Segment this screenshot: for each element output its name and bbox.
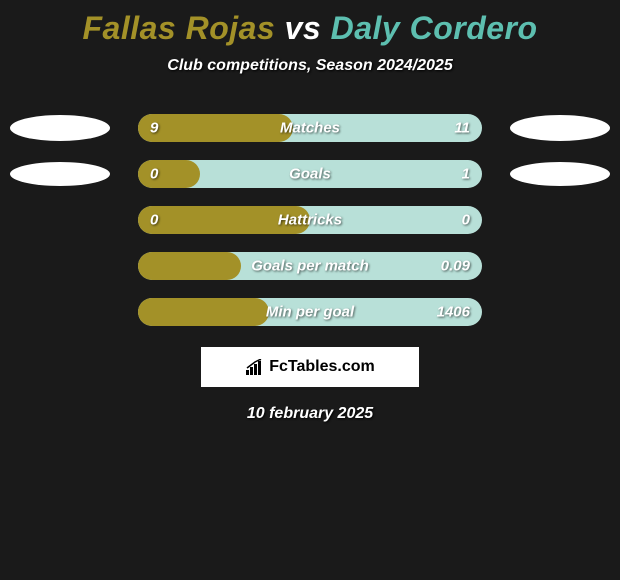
- comparison-title: Fallas Rojas vs Daly Cordero: [0, 0, 620, 47]
- player1-avatar: [10, 115, 110, 141]
- stat-value-right: 0: [462, 212, 470, 229]
- stat-bar: Min per goal 1406: [138, 298, 482, 326]
- stat-bar-fill: [138, 160, 200, 188]
- stat-label: Hattricks: [278, 212, 342, 229]
- stat-bar: Goals per match 0.09: [138, 252, 482, 280]
- player2-name: Daly Cordero: [331, 10, 538, 46]
- stat-value-left: 9: [150, 120, 158, 137]
- stat-bar: 0 Goals 1: [138, 160, 482, 188]
- stat-label: Min per goal: [266, 304, 354, 321]
- stat-value-left: 0: [150, 166, 158, 183]
- date-text: 10 february 2025: [0, 405, 620, 423]
- stat-row: Min per goal 1406: [0, 289, 620, 335]
- player2-avatar: [510, 162, 610, 186]
- stat-bar-fill: [138, 252, 241, 280]
- comparison-chart: 9 Matches 11 0 Goals 1 0 Hattricks 0 Goals per ma…: [0, 105, 620, 335]
- brand-box: FcTables.com: [201, 347, 419, 387]
- stat-value-left: 0: [150, 212, 158, 229]
- stat-label: Goals: [289, 166, 331, 183]
- stat-row: 0 Hattricks 0: [0, 197, 620, 243]
- brand-text: FcTables.com: [269, 358, 375, 376]
- vs-text: vs: [285, 10, 322, 46]
- stat-row: 9 Matches 11: [0, 105, 620, 151]
- player1-name: Fallas Rojas: [82, 10, 275, 46]
- stat-bar: 9 Matches 11: [138, 114, 482, 142]
- season-subtitle: Club competitions, Season 2024/2025: [0, 57, 620, 75]
- player2-avatar: [510, 115, 610, 141]
- stat-value-right: 0.09: [441, 258, 470, 275]
- stat-bar-fill: [138, 298, 269, 326]
- stat-value-right: 1406: [437, 304, 470, 321]
- player1-avatar: [10, 162, 110, 186]
- stat-label: Matches: [280, 120, 340, 137]
- stat-row: 0 Goals 1: [0, 151, 620, 197]
- stat-value-right: 11: [454, 120, 470, 137]
- stat-bar-fill: [138, 114, 293, 142]
- stat-value-right: 1: [462, 166, 470, 183]
- stat-label: Goals per match: [251, 258, 369, 275]
- chart-icon: [245, 359, 265, 375]
- stat-bar: 0 Hattricks 0: [138, 206, 482, 234]
- stat-row: Goals per match 0.09: [0, 243, 620, 289]
